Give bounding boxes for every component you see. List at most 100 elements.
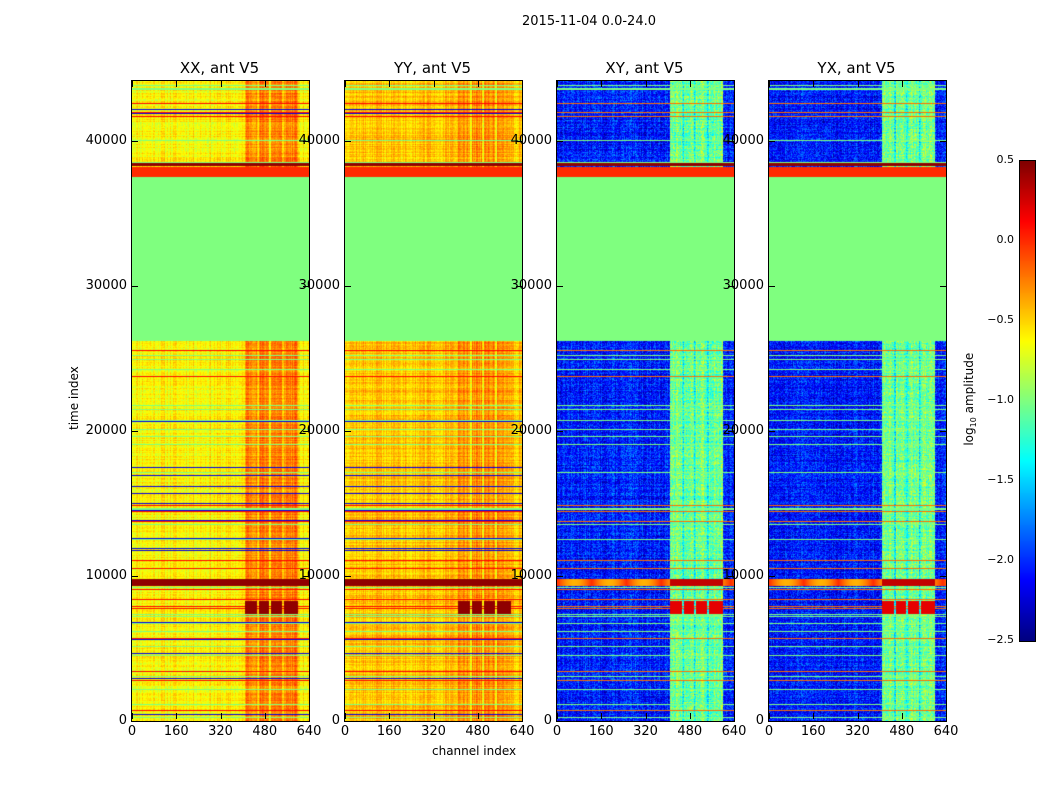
x-tick	[901, 713, 903, 719]
heatmap-panel	[556, 80, 735, 722]
x-tick	[769, 81, 770, 87]
heatmap-image	[769, 81, 946, 721]
y-tick	[728, 576, 734, 578]
y-tick	[303, 141, 309, 143]
x-tick	[557, 81, 558, 87]
x-tick	[176, 713, 178, 719]
y-tick	[132, 141, 138, 143]
x-tick	[946, 81, 947, 87]
x-tick	[220, 713, 222, 719]
x-tick	[176, 81, 178, 87]
y-tick-label: 20000	[510, 423, 552, 439]
figure-title: 2015-11-04 0.0-24.0	[522, 14, 656, 29]
x-tick	[264, 81, 266, 87]
y-tick	[345, 431, 351, 433]
y-tick	[516, 576, 522, 578]
y-tick-label: 40000	[510, 133, 552, 149]
y-tick-label: 30000	[298, 278, 340, 294]
y-tick-label: 0	[755, 713, 764, 728]
heatmap-image	[557, 81, 734, 721]
y-tick	[557, 431, 563, 433]
y-tick	[769, 431, 775, 433]
y-tick-label: 10000	[298, 568, 340, 584]
x-axis-label: channel index	[432, 744, 517, 758]
heatmap-panel	[344, 80, 523, 722]
x-tick	[769, 713, 770, 719]
x-tick	[433, 81, 435, 87]
y-tick-label: 30000	[722, 278, 764, 294]
x-tick-label: 480	[465, 724, 491, 739]
y-tick-label: 20000	[722, 423, 764, 439]
x-tick	[132, 713, 133, 719]
y-tick-label: 20000	[298, 423, 340, 439]
y-tick	[940, 576, 946, 578]
y-tick	[769, 721, 775, 722]
y-tick-label: 40000	[298, 133, 340, 149]
x-tick-label: 320	[421, 724, 446, 739]
y-tick	[940, 721, 946, 722]
y-tick	[940, 431, 946, 433]
colorbar-tick-label: −1.5	[987, 473, 1014, 486]
y-tick	[132, 286, 138, 288]
y-tick	[345, 286, 351, 288]
x-tick	[857, 713, 859, 719]
colorbar-tick-label: −1.0	[987, 393, 1014, 406]
y-tick	[303, 431, 309, 433]
y-tick	[132, 431, 138, 433]
y-tick	[516, 286, 522, 288]
y-tick	[516, 141, 522, 143]
y-tick-label: 40000	[722, 133, 764, 149]
y-tick-label: 40000	[85, 133, 127, 149]
panel-title: XY, ant V5	[605, 59, 684, 77]
x-tick	[689, 81, 691, 87]
y-tick	[940, 286, 946, 288]
colorbar-tick-label: 0.5	[996, 153, 1015, 166]
y-tick	[557, 721, 563, 722]
y-tick-label: 0	[118, 713, 127, 728]
x-tick-label: 640	[721, 724, 747, 739]
heatmap-panel	[131, 80, 310, 722]
x-tick	[345, 81, 346, 87]
y-tick	[303, 721, 309, 722]
y-tick	[728, 721, 734, 722]
x-tick-label: 320	[845, 724, 870, 739]
y-tick	[769, 141, 775, 143]
y-tick	[345, 576, 351, 578]
y-tick	[516, 721, 522, 722]
y-tick	[557, 576, 563, 578]
x-tick	[132, 81, 133, 87]
y-tick-label: 0	[543, 713, 552, 728]
x-tick	[309, 81, 310, 87]
y-tick-label: 30000	[510, 278, 552, 294]
x-tick	[645, 713, 647, 719]
y-tick	[557, 141, 563, 143]
x-tick	[813, 713, 815, 719]
colorbar	[1019, 160, 1036, 642]
x-tick	[522, 713, 523, 719]
heatmap-image	[132, 81, 309, 721]
x-tick	[734, 81, 735, 87]
panel-title: YY, ant V5	[393, 59, 471, 77]
x-tick	[389, 713, 391, 719]
y-tick	[940, 141, 946, 143]
panel-title: YX, ant V5	[817, 59, 896, 77]
y-tick	[132, 721, 138, 722]
x-tick-label: 320	[208, 724, 233, 739]
y-tick-label: 10000	[722, 568, 764, 584]
y-tick-label: 0	[331, 713, 340, 728]
x-tick	[477, 713, 479, 719]
y-tick	[769, 576, 775, 578]
x-tick-label: 0	[340, 724, 350, 739]
y-tick	[728, 431, 734, 433]
y-tick	[345, 721, 351, 722]
colorbar-tick-label: −2.0	[987, 553, 1014, 566]
x-tick-label: 640	[296, 724, 322, 739]
x-tick-label: 640	[509, 724, 535, 739]
x-tick	[309, 713, 310, 719]
x-tick-label: 160	[800, 724, 826, 739]
x-tick	[433, 713, 435, 719]
x-tick	[264, 713, 266, 719]
x-tick	[522, 81, 523, 87]
x-tick	[220, 81, 222, 87]
y-tick	[132, 576, 138, 578]
